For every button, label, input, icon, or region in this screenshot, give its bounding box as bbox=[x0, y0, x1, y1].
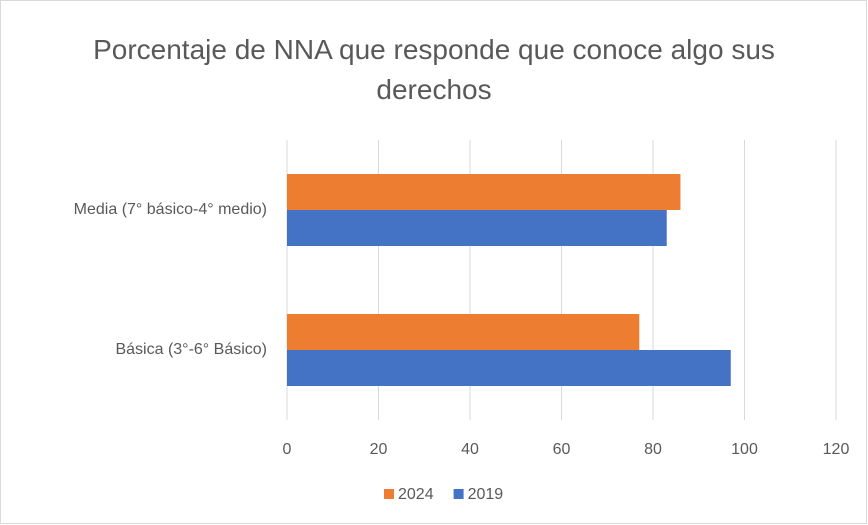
x-tick-label: 40 bbox=[461, 441, 479, 458]
bar bbox=[287, 174, 681, 210]
bar bbox=[287, 210, 667, 246]
bar bbox=[287, 314, 640, 350]
legend-swatch bbox=[453, 489, 464, 499]
legend-label: 2024 bbox=[398, 486, 434, 503]
x-tick-label: 20 bbox=[370, 441, 388, 458]
legend-label: 2019 bbox=[468, 486, 504, 503]
y-tick-label: Media (7° básico-4° medio) bbox=[74, 201, 267, 218]
x-tick-label: 80 bbox=[644, 441, 662, 458]
x-tick-label: 120 bbox=[823, 441, 850, 458]
x-tick-label: 100 bbox=[731, 441, 758, 458]
x-tick-label: 0 bbox=[283, 441, 292, 458]
x-tick-label: 60 bbox=[553, 441, 571, 458]
chart-title: Porcentaje de NNA que responde que conoc… bbox=[93, 34, 775, 105]
bar bbox=[287, 350, 731, 386]
y-tick-label: Básica (3°-6° Básico) bbox=[115, 341, 267, 358]
legend-swatch bbox=[384, 489, 394, 499]
